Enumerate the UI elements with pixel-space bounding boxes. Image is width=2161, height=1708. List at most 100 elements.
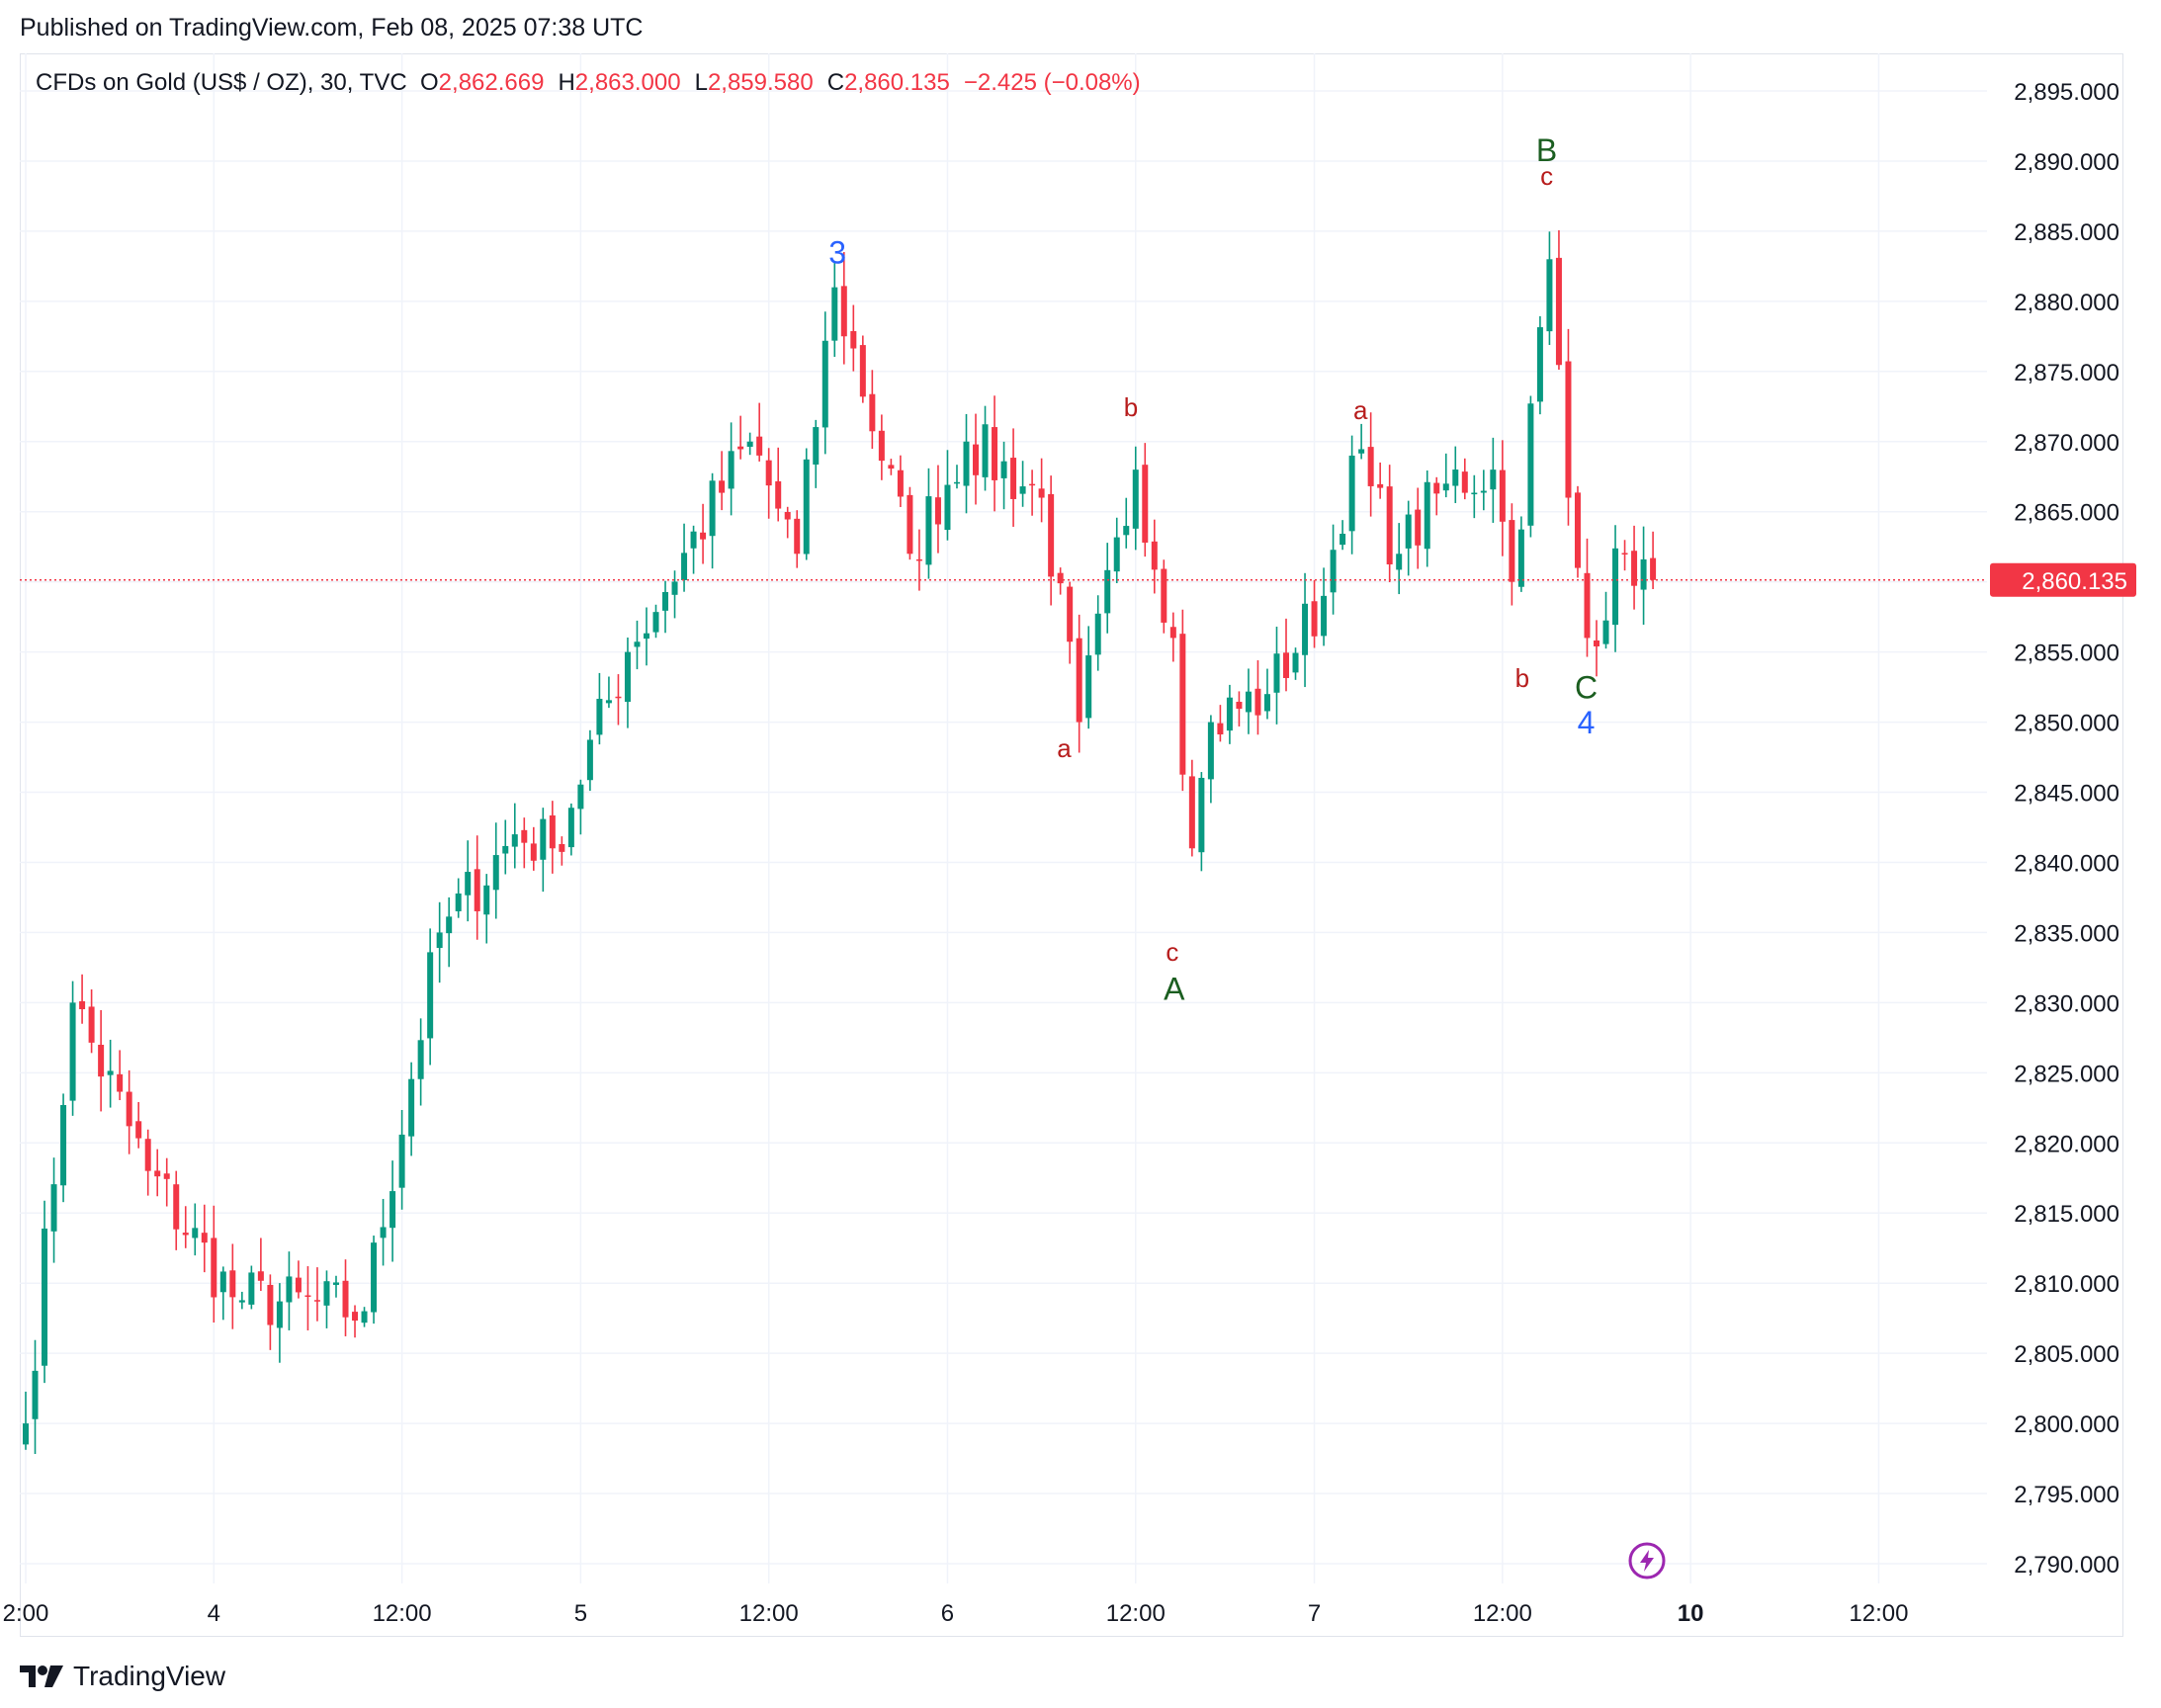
- candle-body: [1555, 257, 1562, 366]
- candle-body: [192, 1228, 199, 1238]
- candle-body: [521, 829, 528, 843]
- candle-body: [446, 916, 453, 934]
- candle-body: [643, 633, 649, 640]
- candle-body: [257, 1271, 264, 1281]
- candle-body: [605, 700, 612, 704]
- y-tick-label: 2,850.000: [2014, 711, 2119, 737]
- candle-body: [1217, 723, 1224, 734]
- candle-body: [1198, 777, 1205, 853]
- candle-body: [248, 1272, 255, 1305]
- candle-body: [652, 612, 659, 633]
- candle-body: [1490, 470, 1497, 490]
- candle-body: [417, 1040, 424, 1079]
- y-tick-label: 2,890.000: [2014, 149, 2119, 176]
- candle-body: [897, 470, 904, 497]
- wave-label-c: c: [1166, 937, 1178, 967]
- candle-body: [238, 1300, 245, 1303]
- candle-body: [907, 494, 913, 555]
- wave-label-B: B: [1536, 132, 1557, 168]
- candle-body: [1000, 461, 1007, 478]
- y-tick-label: 2,885.000: [2014, 219, 2119, 246]
- candle-body: [276, 1301, 283, 1328]
- wave-label-A: A: [1164, 972, 1185, 1007]
- lightning-bolt-icon[interactable]: [1627, 1541, 1667, 1580]
- candle-body: [634, 641, 641, 647]
- y-tick-label: 2,845.000: [2014, 781, 2119, 808]
- last-price-line: 2,860.135: [20, 562, 2136, 597]
- candle-body: [1142, 465, 1149, 543]
- wave-label-3: 3: [828, 235, 846, 271]
- candle-body: [756, 436, 763, 456]
- candle-body: [559, 844, 565, 852]
- candle-body: [1358, 449, 1365, 454]
- candle-body: [1067, 586, 1074, 642]
- candle-body: [1236, 702, 1243, 710]
- candle-body: [746, 441, 753, 448]
- candle-body: [1640, 558, 1647, 590]
- y-tick-label: 2,865.000: [2014, 500, 2119, 527]
- wave-label-4: 4: [1578, 705, 1596, 740]
- candle-body: [869, 393, 876, 432]
- candle-body: [821, 340, 828, 428]
- candle-body: [1367, 447, 1374, 486]
- candle-body: [342, 1280, 349, 1318]
- candle-body: [859, 345, 866, 397]
- candle-body: [1085, 655, 1092, 719]
- candle-body: [813, 427, 820, 465]
- grid-lines: [20, 53, 1987, 1583]
- candle-body: [1517, 529, 1524, 587]
- candle-body: [671, 581, 678, 595]
- x-tick-label: 2:00: [3, 1600, 49, 1627]
- candle-body: [511, 834, 518, 847]
- candle-body: [23, 1423, 29, 1445]
- candle-body: [267, 1284, 274, 1325]
- tradingview-brand[interactable]: TradingView: [20, 1661, 225, 1692]
- candle-body: [492, 855, 499, 891]
- candle-body: [1226, 697, 1233, 731]
- candle-body: [709, 480, 716, 537]
- candle-body: [1161, 568, 1167, 623]
- candle-body: [878, 430, 885, 462]
- candle-body: [1584, 572, 1591, 639]
- y-tick-label: 2,880.000: [2014, 290, 2119, 316]
- candle-body: [596, 699, 603, 735]
- candle-body: [1396, 554, 1403, 570]
- candle-body: [427, 952, 434, 1039]
- candle-body: [1509, 520, 1515, 582]
- candle-body: [1283, 652, 1290, 678]
- change-value: −2.425 (−0.08%): [963, 69, 1141, 96]
- candle-body: [352, 1312, 359, 1322]
- candle-body: [1104, 569, 1111, 614]
- candle-body: [380, 1227, 387, 1238]
- candle-body: [1188, 776, 1195, 849]
- high-label: H: [558, 69, 575, 96]
- candle-body: [737, 446, 744, 450]
- candle-body: [502, 845, 509, 854]
- last-price-label: 2,860.135: [2022, 568, 2127, 595]
- candle-body: [88, 1006, 95, 1043]
- candle-body: [1536, 327, 1543, 402]
- candle-body: [1302, 603, 1309, 655]
- wave-label-c: c: [1540, 161, 1553, 191]
- y-tick-label: 2,800.000: [2014, 1411, 2119, 1438]
- close-label: C: [826, 69, 845, 96]
- candle-body: [1057, 572, 1064, 584]
- x-tick-label: 12:00: [739, 1600, 799, 1627]
- candle-body: [436, 932, 443, 949]
- candle-body: [50, 1184, 57, 1232]
- candle-body: [915, 558, 922, 561]
- candle-body: [332, 1282, 339, 1285]
- candle-body: [1348, 455, 1355, 532]
- candle-body: [1010, 458, 1017, 499]
- candle-body: [1207, 722, 1214, 780]
- candle-body: [662, 591, 669, 611]
- time-axis: 2:00 4 12:00 5 12:00 6 12:00 7 12:00 10 12:00: [3, 1600, 1909, 1627]
- candle-body: [1132, 470, 1139, 529]
- candle-body: [483, 885, 490, 915]
- y-tick-label: 2,810.000: [2014, 1271, 2119, 1298]
- candle-body: [1029, 483, 1036, 486]
- y-tick-label: 2,830.000: [2014, 990, 2119, 1017]
- candle-body: [32, 1370, 39, 1419]
- x-tick-label: 5: [574, 1600, 587, 1627]
